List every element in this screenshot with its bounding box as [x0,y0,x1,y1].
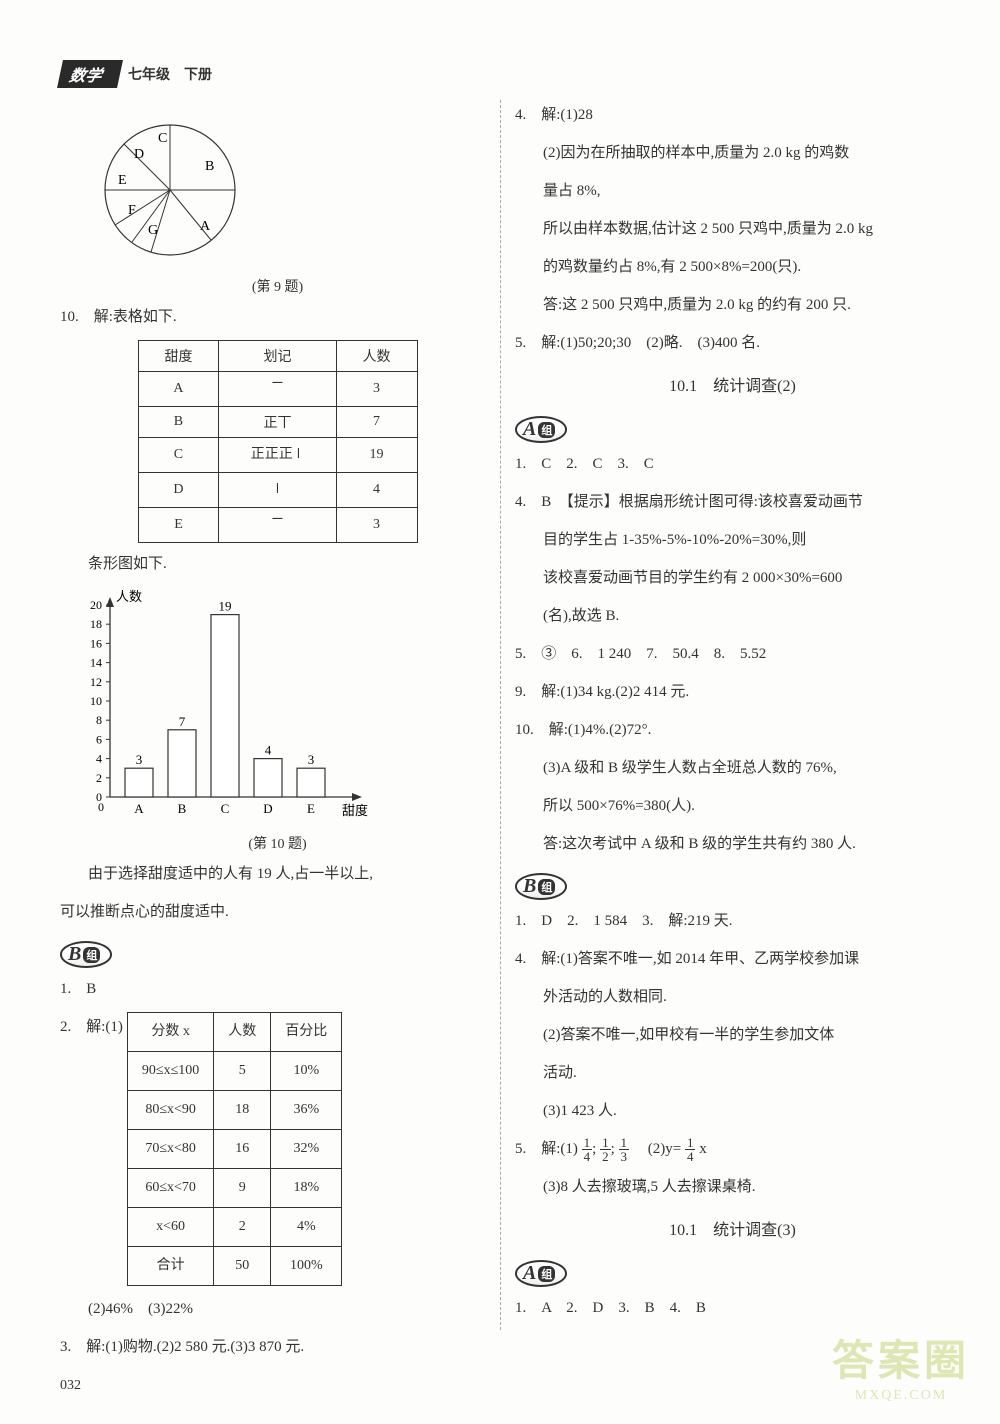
r-q4-l1: 4. 解:(1)28 [515,100,950,130]
ga2-l5: 10. 解:(1)4%.(2)72°. [515,715,950,745]
svg-text:7: 7 [179,714,186,729]
svg-text:B: B [178,801,187,816]
svg-text:12: 12 [90,675,102,689]
table-header: 划记 [219,341,336,372]
r-q5: 5. 解:(1)50;20;30 (2)略. (3)400 名. [515,328,950,358]
bar-caption: (第 10 题) [60,833,495,853]
svg-text:A: A [200,219,211,234]
svg-text:B: B [205,159,214,174]
svg-text:6: 6 [96,732,102,746]
gb-q1: 1. B [60,974,495,1004]
ga2-l4: 9. 解:(1)34 kg.(2)2 414 元. [515,677,950,707]
table-header: 人数 [336,341,417,372]
watermark: 答案圈 MXQE.COM [832,1327,970,1404]
table-header: 甜度 [138,341,219,372]
q10-conclusion1: 由于选择甜度适中的人有 19 人,占一半以上, [60,859,495,889]
svg-text:E: E [118,173,127,188]
svg-text:18: 18 [90,617,102,631]
q2-table: 分数 x 人数 百分比 90≤x≤100510% 80≤x<901836% 70… [127,1012,342,1286]
left-column: A B C D E F G (第 9 题) 10. 解:表格如下. 甜度 划记 … [60,100,495,1370]
gb2-l3: (2)答案不唯一,如甲校有一半的学生参加文体 [515,1020,950,1050]
r-q4-l4: 所以由样本数据,估计这 2 500 只鸡中,质量为 2.0 kg [515,214,950,244]
svg-text:C: C [221,801,230,816]
group-b-badge: B组 [60,941,112,968]
fraction: 12 [600,1136,611,1163]
ga3-l1: 1. A 2. D 3. B 4. B [515,1293,950,1323]
svg-text:D: D [263,801,272,816]
ga2-l8: 答:这次考试中 A 级和 B 级的学生共有约 380 人. [515,829,950,859]
fraction: 13 [619,1136,630,1163]
svg-text:10: 10 [90,694,102,708]
ga2-l2d: (名),故选 B. [515,601,950,631]
ga2-l2c: 该校喜爱动画节目的学生约有 2 000×30%=600 [515,563,950,593]
gb2-l4: (3)1 423 人. [515,1096,950,1126]
svg-text:E: E [307,801,315,816]
svg-text:C: C [158,131,167,146]
svg-text:A: A [134,801,144,816]
r-q4-l2: (2)因为在所抽取的样本中,质量为 2.0 kg 的鸡数 [515,138,950,168]
svg-text:甜度: 甜度 [342,803,368,818]
svg-text:人数: 人数 [116,589,142,604]
page-number: 032 [60,1378,81,1394]
column-divider [500,100,501,1330]
ga2-l3: 5. ③ 6. 1 240 7. 50.4 8. 5.52 [515,639,950,669]
svg-text:4: 4 [96,752,102,766]
section-title-3: 10.1 统计调查(3) [515,1216,950,1240]
ga2-l2a: 4. B 【提示】根据扇形统计图可得:该校喜爱动画节 [515,487,950,517]
gb2-l6: (3)8 人去擦玻璃,5 人去擦课桌椅. [515,1172,950,1202]
gb2-l2b: 外活动的人数相同. [515,982,950,1012]
svg-text:20: 20 [90,598,102,612]
gb-q2-follow: (2)46% (3)22% [60,1294,495,1324]
svg-text:D: D [134,147,144,162]
page-header: 数学 七年级 下册 [60,60,212,88]
svg-text:2: 2 [96,771,102,785]
svg-text:G: G [148,223,158,238]
fraction: 14 [582,1136,593,1163]
svg-text:8: 8 [96,713,102,727]
svg-text:16: 16 [90,636,102,650]
r-q4-l5: 的鸡数量约占 8%,有 2 500×8%=200(只). [515,252,950,282]
svg-text:F: F [128,203,136,218]
grade-label: 七年级 下册 [128,64,212,84]
svg-text:14: 14 [90,656,102,670]
pie-caption: (第 9 题) [60,276,495,296]
svg-text:19: 19 [219,599,232,614]
gb-q2: 2. 解:(1) 分数 x 人数 百分比 90≤x≤100510% 80≤x<9… [60,1012,495,1286]
gb-q3: 3. 解:(1)购物.(2)2 580 元.(3)3 870 元. [60,1332,495,1362]
svg-text:4: 4 [265,743,272,758]
subject-badge: 数学 [57,60,123,88]
pie-chart: A B C D E F G [60,110,495,270]
right-column: 4. 解:(1)28 (2)因为在所抽取的样本中,质量为 2.0 kg 的鸡数 … [515,100,950,1370]
q10-lead: 10. 解:表格如下. [60,302,495,332]
bar-lead: 条形图如下. [60,549,495,579]
ga2-l6: (3)A 级和 B 级学生人数占全班总人数的 76%, [515,753,950,783]
r-q4-l3: 量占 8%, [515,176,950,206]
r-q4-l6: 答:这 2 500 只鸡中,质量为 2.0 kg 的约有 200 只. [515,290,950,320]
ga2-l2b: 目的学生占 1-35%-5%-10%-20%=30%,则 [515,525,950,555]
ga2-l7: 所以 500×76%=380(人). [515,791,950,821]
q10-conclusion2: 可以推断点心的甜度适中. [60,897,495,927]
section-title-2: 10.1 统计调查(2) [515,372,950,396]
group-a2-badge: A组 [515,416,567,443]
group-a3-badge: A组 [515,1260,567,1287]
svg-text:3: 3 [308,752,315,767]
svg-text:3: 3 [136,752,143,767]
gb2-l1: 1. D 2. 1 584 3. 解:219 天. [515,906,950,936]
gb2-l2: 4. 解:(1)答案不唯一,如 2014 年甲、乙两学校参加课 [515,944,950,974]
ga2-l1: 1. C 2. C 3. C [515,449,950,479]
svg-text:0: 0 [98,800,104,814]
q10-table: 甜度 划记 人数 A𝍲3 B正丅7 C正正正𝍷19 D𝍷4 E𝍲3 [138,340,418,543]
bar-chart: 02468101214161820人数甜度03A7B19C4D3E [60,587,495,827]
fraction: 14 [685,1136,696,1163]
gb2-l5: 5. 解:(1) 14; 12; 13 (2)y= 14 x [515,1134,950,1164]
group-b2-badge: B组 [515,873,567,900]
gb2-l3b: 活动. [515,1058,950,1088]
